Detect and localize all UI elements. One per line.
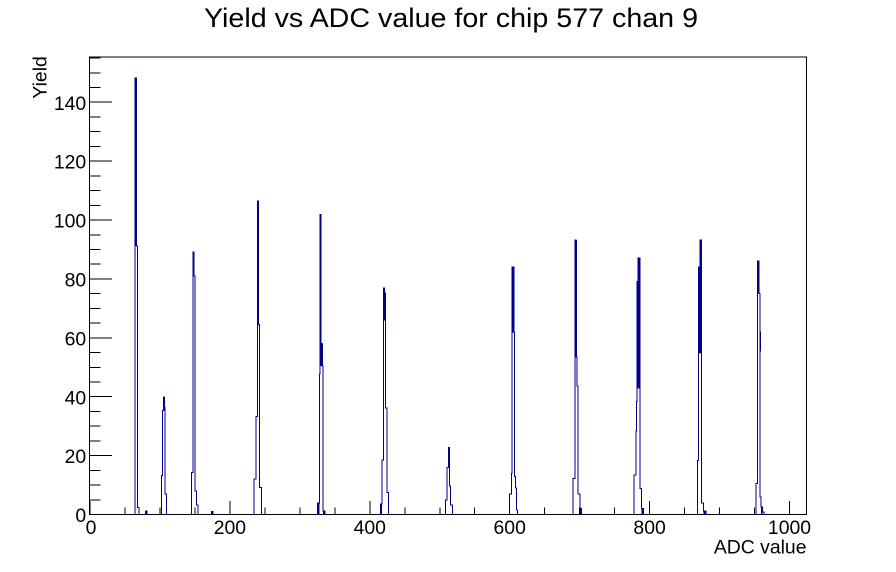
- svg-text:1000: 1000: [768, 517, 811, 539]
- svg-text:100: 100: [54, 211, 87, 233]
- svg-text:200: 200: [214, 517, 247, 539]
- svg-text:0: 0: [86, 517, 97, 539]
- svg-text:800: 800: [633, 517, 666, 539]
- svg-text:ADC value: ADC value: [714, 537, 807, 559]
- svg-text:80: 80: [65, 270, 87, 292]
- svg-text:60: 60: [65, 328, 87, 350]
- svg-text:20: 20: [65, 446, 87, 468]
- svg-text:400: 400: [354, 517, 387, 539]
- svg-text:600: 600: [494, 517, 527, 539]
- svg-text:0: 0: [75, 505, 86, 527]
- svg-text:40: 40: [65, 387, 87, 409]
- svg-text:Yield vs ADC value for chip 57: Yield vs ADC value for chip 577 chan 9: [204, 2, 698, 33]
- svg-text:120: 120: [54, 152, 87, 174]
- svg-text:Yield: Yield: [29, 56, 51, 98]
- svg-text:140: 140: [54, 93, 87, 115]
